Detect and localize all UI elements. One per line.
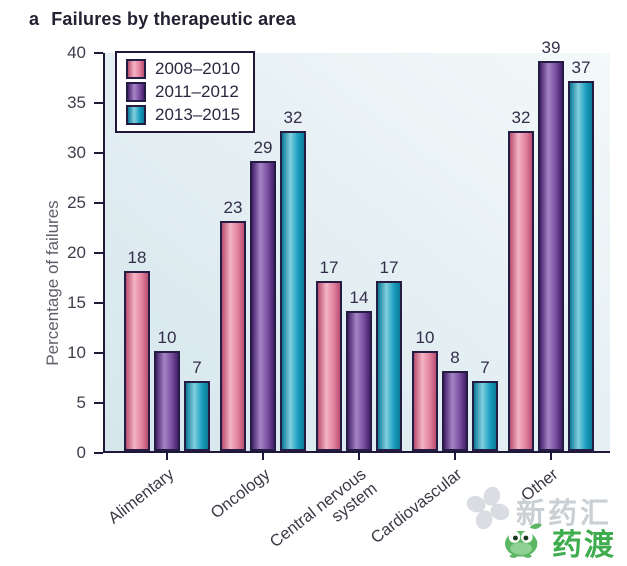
legend-item: 2011–2012 <box>126 82 240 102</box>
legend-label: 2011–2012 <box>155 82 239 101</box>
bar <box>220 221 246 451</box>
legend-item: 2008–2010 <box>126 59 240 79</box>
chart-title: Failures by therapeutic area <box>51 9 296 29</box>
bar-value-label: 7 <box>480 358 490 377</box>
bar <box>346 311 372 451</box>
legend-label: 2008–2010 <box>155 59 241 78</box>
watermark-gray-text: 新药汇 <box>516 497 613 530</box>
bar <box>538 61 564 451</box>
bar <box>316 281 342 451</box>
mascot-icon <box>501 519 547 564</box>
y-axis-tick <box>94 452 103 454</box>
x-axis-tick <box>358 453 360 460</box>
bar-value-label: 17 <box>319 258 339 277</box>
bar-value-label: 37 <box>571 58 591 77</box>
y-axis-tick-label: 25 <box>67 193 86 212</box>
bar-value-label: 39 <box>541 38 561 57</box>
bar-value-label: 18 <box>127 248 147 267</box>
bar <box>412 351 438 451</box>
bar-value-label: 14 <box>349 288 369 307</box>
bar <box>154 351 180 451</box>
bar-value-label: 17 <box>379 258 399 277</box>
watermark-green-brand: 药渡 <box>501 519 616 564</box>
bar-value-label: 23 <box>223 198 243 217</box>
y-axis-tick <box>94 52 103 54</box>
bar <box>508 131 534 451</box>
y-axis-tick-label: 35 <box>67 93 86 112</box>
bar-value-label: 32 <box>283 108 303 127</box>
bar <box>184 381 210 451</box>
watermark-green-text: 药渡 <box>552 529 616 562</box>
x-axis-tick <box>262 453 264 460</box>
y-axis-tick-label: 20 <box>67 243 86 262</box>
legend-swatch <box>126 59 146 79</box>
bar <box>376 281 402 451</box>
y-axis-tick-label: 30 <box>67 143 86 162</box>
x-axis-tick <box>454 453 456 460</box>
bar-value-label: 10 <box>415 328 435 347</box>
y-axis-tick-label: 15 <box>67 293 86 312</box>
x-axis-tick <box>166 453 168 460</box>
y-axis-tick-label: 0 <box>76 443 86 462</box>
y-axis-tick <box>94 102 103 104</box>
panel-letter: a <box>29 9 40 29</box>
bar <box>472 381 498 451</box>
y-axis-tick <box>94 352 103 354</box>
plot-area: 2008–2010 2011–2012 2013–2015 18 23 17 10 32 10… <box>103 38 610 453</box>
legend-label: 2013–2015 <box>155 105 241 124</box>
y-axis-title: Percentage of failures <box>43 200 62 366</box>
y-axis-tick <box>94 202 103 204</box>
clover-icon <box>464 486 512 535</box>
bar <box>124 271 150 451</box>
bar <box>442 371 468 451</box>
legend-swatch <box>126 82 146 102</box>
bar <box>280 131 306 451</box>
y-axis-tick <box>94 402 103 404</box>
y-axis-tick <box>94 302 103 304</box>
bar <box>250 161 276 451</box>
bar-value-label: 10 <box>157 328 177 347</box>
bar-value-label: 32 <box>511 108 531 127</box>
y-axis-tick <box>94 252 103 254</box>
legend-item: 2013–2015 <box>126 105 240 125</box>
legend-swatch <box>126 105 146 125</box>
bar-value-label: 7 <box>192 358 202 377</box>
y-axis-tick-label: 5 <box>76 393 86 412</box>
bar-value-label: 8 <box>450 348 460 367</box>
legend: 2008–2010 2011–2012 2013–2015 <box>115 51 256 133</box>
figure-title: a Failures by therapeutic area <box>29 9 296 30</box>
y-axis-tick-label: 40 <box>67 43 86 62</box>
x-axis-tick <box>550 453 552 460</box>
y-axis-tick-label: 10 <box>67 343 86 362</box>
bar-value-label: 29 <box>253 138 273 157</box>
watermark-gray-brand: 新药汇 <box>464 486 612 535</box>
bar <box>568 81 594 451</box>
y-axis-tick <box>94 152 103 154</box>
